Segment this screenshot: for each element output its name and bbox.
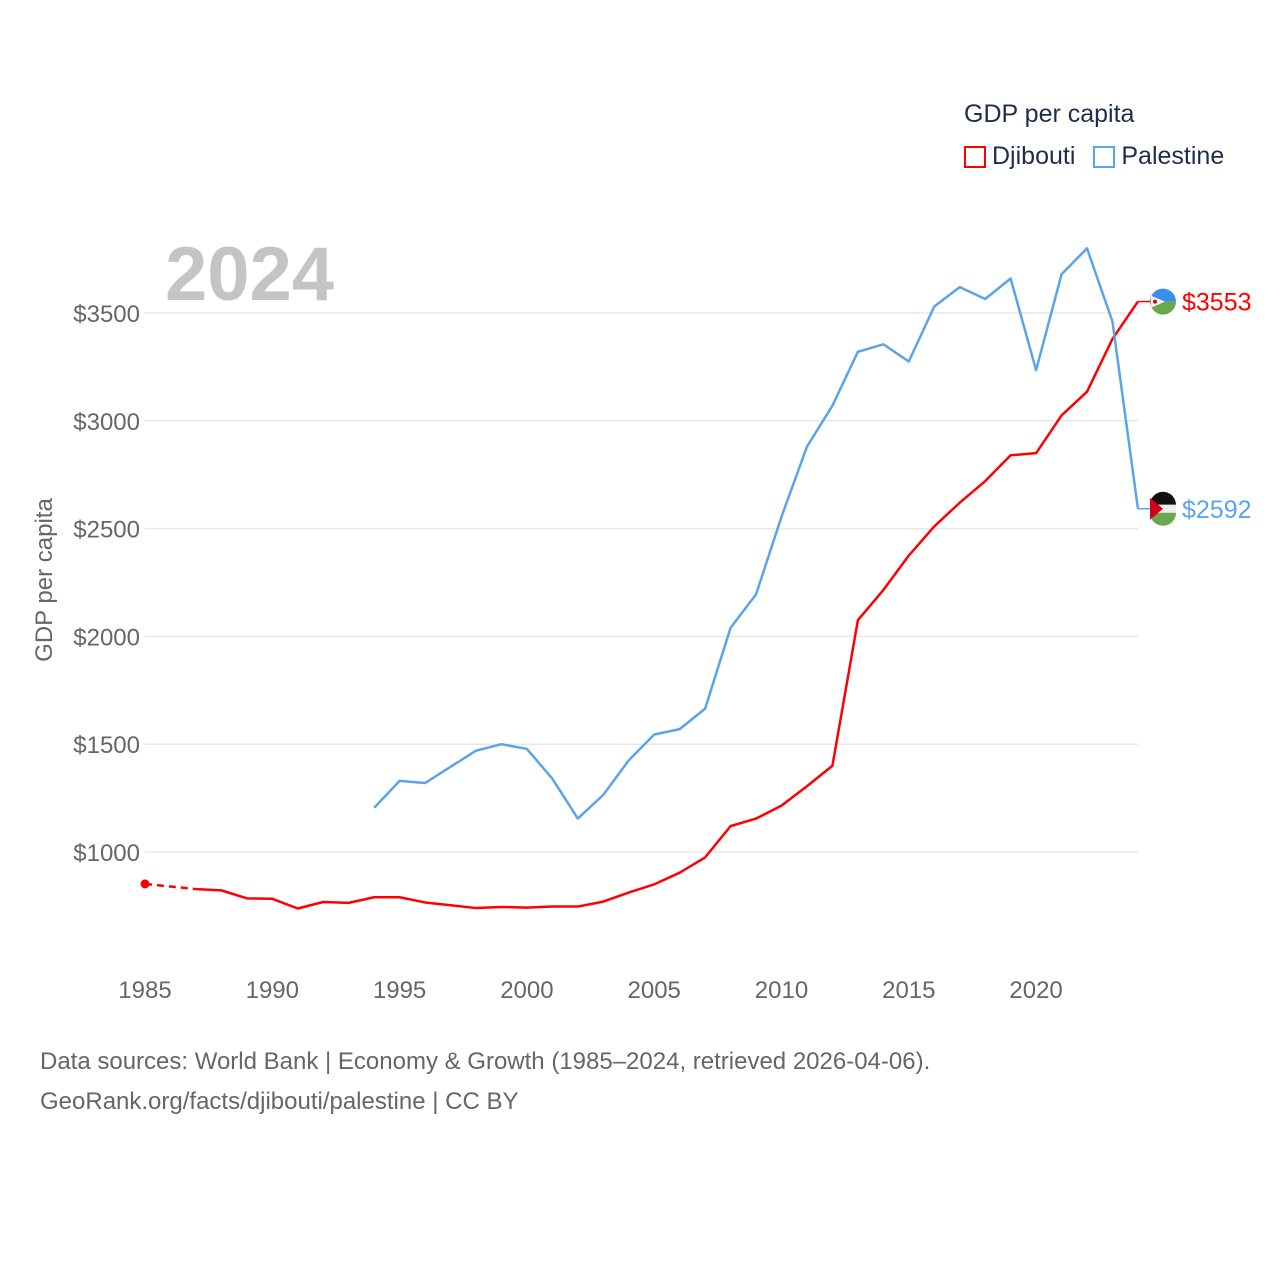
end-value-label: $2592	[1182, 496, 1252, 524]
footer: Data sources: World Bank | Economy & Gro…	[40, 1042, 930, 1122]
legend: Djibouti Palestine	[964, 142, 1224, 171]
y-tick-label: $2500	[73, 517, 140, 544]
y-tick-label: $1000	[73, 840, 140, 867]
legend-item-djibouti[interactable]: Djibouti	[964, 142, 1075, 171]
flag-palestine-icon	[1150, 491, 1176, 505]
x-tick-label: 2005	[628, 977, 681, 1004]
x-tick-label: 2010	[755, 977, 808, 1004]
legend-swatch	[1093, 145, 1116, 168]
x-tick-label: 2020	[1009, 977, 1062, 1004]
legend-swatch	[964, 145, 986, 168]
legend-label: Djibouti	[992, 142, 1076, 170]
x-tick-label: 2015	[882, 977, 935, 1004]
flag-palestine-icon	[1150, 497, 1163, 520]
x-tick-label: 1990	[246, 977, 299, 1004]
series-line-palestine	[373, 247, 1140, 820]
gap-segment	[144, 882, 197, 891]
x-tick-label: 2000	[500, 977, 553, 1004]
legend-label: Palestine	[1121, 142, 1225, 170]
y-tick-label: $1500	[73, 732, 140, 759]
flag-palestine-icon	[1150, 504, 1176, 513]
legend-item-palestine[interactable]: Palestine	[1093, 142, 1224, 171]
y-tick-label: $3500	[73, 301, 140, 328]
attribution: GeoRank.org/facts/djibouti/palestine | C…	[40, 1088, 519, 1115]
start-point	[140, 879, 150, 889]
y-tick-label: $3000	[73, 409, 140, 436]
legend-title: GDP per capita	[964, 100, 1135, 128]
flag-djibouti-icon	[1151, 295, 1165, 308]
flag-djibouti-icon	[1153, 299, 1157, 304]
y-axis-label: GDP per capita	[31, 498, 58, 662]
x-tick-label: 1995	[373, 977, 426, 1004]
series-line-djibouti	[195, 300, 1139, 910]
end-value-label: $3553	[1182, 289, 1252, 317]
flag-palestine-icon	[1150, 512, 1176, 526]
x-tick-label: 1985	[118, 977, 171, 1004]
data-sources: Data sources: World Bank | Economy & Gro…	[40, 1048, 931, 1075]
year-label: 2024	[165, 232, 334, 317]
y-tick-label: $2000	[73, 624, 140, 651]
